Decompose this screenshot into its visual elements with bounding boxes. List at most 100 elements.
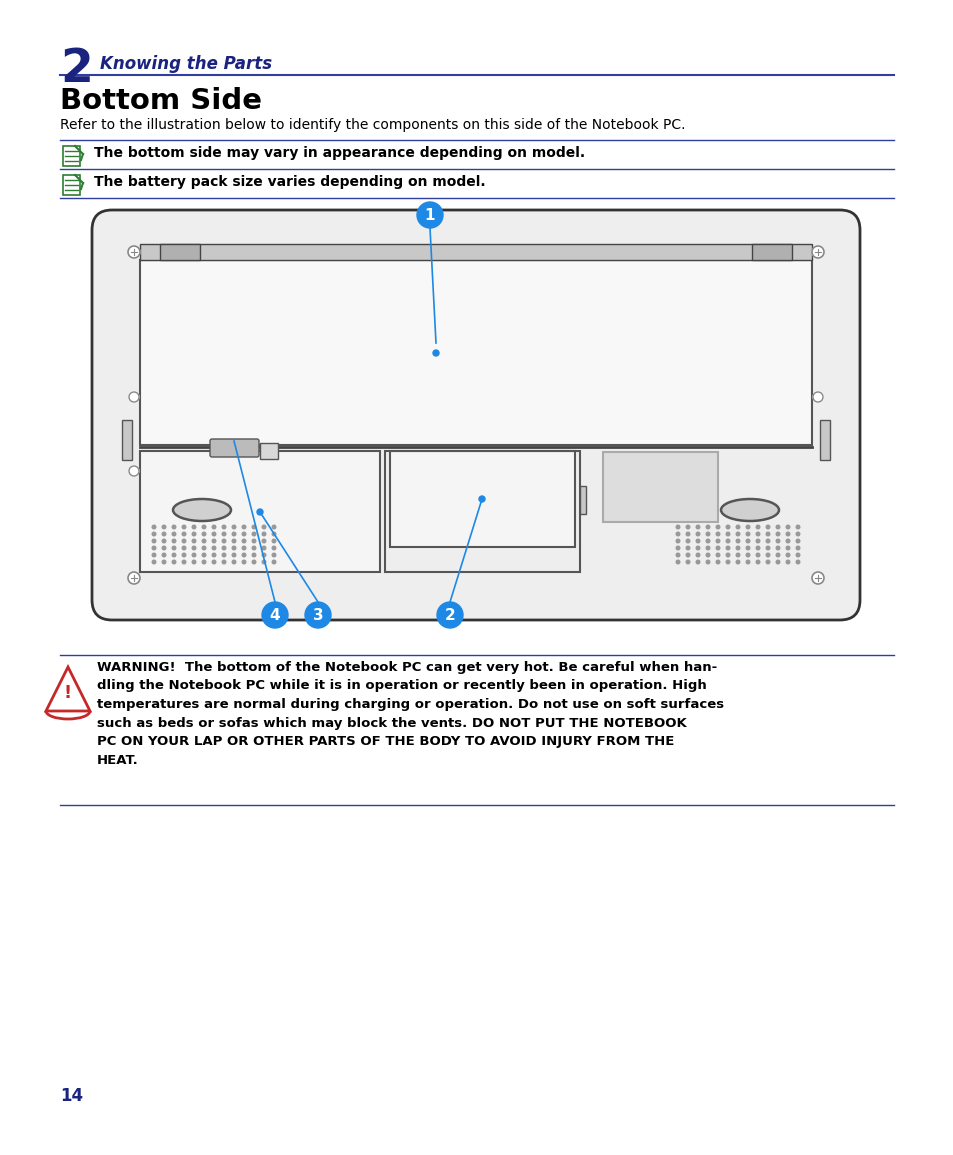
Circle shape bbox=[162, 532, 166, 536]
Circle shape bbox=[716, 532, 720, 536]
Circle shape bbox=[785, 539, 789, 543]
Circle shape bbox=[242, 526, 246, 529]
Circle shape bbox=[262, 539, 266, 543]
Circle shape bbox=[272, 539, 275, 543]
Circle shape bbox=[182, 546, 186, 550]
Circle shape bbox=[745, 539, 749, 543]
Circle shape bbox=[696, 526, 700, 529]
Circle shape bbox=[202, 526, 206, 529]
Circle shape bbox=[192, 539, 195, 543]
Circle shape bbox=[716, 553, 720, 557]
FancyBboxPatch shape bbox=[751, 244, 791, 260]
FancyBboxPatch shape bbox=[602, 452, 718, 522]
Circle shape bbox=[262, 553, 266, 557]
Circle shape bbox=[756, 532, 759, 536]
Circle shape bbox=[812, 392, 822, 402]
Circle shape bbox=[765, 532, 769, 536]
Text: 2: 2 bbox=[444, 608, 455, 623]
Circle shape bbox=[272, 546, 275, 550]
Text: !: ! bbox=[64, 684, 72, 702]
Circle shape bbox=[478, 495, 484, 502]
Circle shape bbox=[232, 539, 235, 543]
Circle shape bbox=[162, 526, 166, 529]
Circle shape bbox=[785, 526, 789, 529]
Circle shape bbox=[252, 560, 255, 564]
Circle shape bbox=[676, 539, 679, 543]
FancyBboxPatch shape bbox=[160, 244, 200, 260]
Circle shape bbox=[736, 539, 739, 543]
FancyBboxPatch shape bbox=[140, 450, 379, 572]
Circle shape bbox=[262, 546, 266, 550]
Circle shape bbox=[152, 553, 155, 557]
Circle shape bbox=[172, 526, 175, 529]
Circle shape bbox=[676, 553, 679, 557]
Circle shape bbox=[696, 553, 700, 557]
Circle shape bbox=[242, 546, 246, 550]
Circle shape bbox=[685, 539, 689, 543]
Circle shape bbox=[736, 553, 739, 557]
Circle shape bbox=[696, 532, 700, 536]
Circle shape bbox=[232, 553, 235, 557]
Circle shape bbox=[676, 546, 679, 550]
Circle shape bbox=[796, 553, 799, 557]
Circle shape bbox=[182, 553, 186, 557]
FancyBboxPatch shape bbox=[63, 176, 80, 195]
Ellipse shape bbox=[720, 499, 779, 521]
Circle shape bbox=[128, 246, 140, 258]
Circle shape bbox=[685, 560, 689, 564]
Circle shape bbox=[685, 546, 689, 550]
Circle shape bbox=[745, 532, 749, 536]
Circle shape bbox=[796, 539, 799, 543]
Circle shape bbox=[685, 526, 689, 529]
Circle shape bbox=[182, 560, 186, 564]
Text: 1: 1 bbox=[424, 208, 435, 223]
Circle shape bbox=[716, 526, 720, 529]
Text: Knowing the Parts: Knowing the Parts bbox=[100, 55, 272, 73]
Circle shape bbox=[776, 532, 779, 536]
Circle shape bbox=[152, 526, 155, 529]
Circle shape bbox=[212, 546, 215, 550]
Circle shape bbox=[152, 539, 155, 543]
Text: 2: 2 bbox=[60, 47, 92, 92]
Circle shape bbox=[725, 553, 729, 557]
Circle shape bbox=[202, 553, 206, 557]
Circle shape bbox=[212, 532, 215, 536]
Circle shape bbox=[811, 246, 823, 258]
FancyBboxPatch shape bbox=[390, 450, 575, 547]
Circle shape bbox=[676, 532, 679, 536]
Circle shape bbox=[202, 539, 206, 543]
Circle shape bbox=[696, 546, 700, 550]
Circle shape bbox=[252, 546, 255, 550]
Circle shape bbox=[192, 526, 195, 529]
Circle shape bbox=[765, 560, 769, 564]
Circle shape bbox=[796, 560, 799, 564]
Circle shape bbox=[172, 560, 175, 564]
Circle shape bbox=[222, 532, 226, 536]
Circle shape bbox=[262, 532, 266, 536]
Circle shape bbox=[252, 553, 255, 557]
Circle shape bbox=[272, 553, 275, 557]
Circle shape bbox=[756, 526, 759, 529]
Circle shape bbox=[785, 546, 789, 550]
Circle shape bbox=[222, 526, 226, 529]
Circle shape bbox=[705, 532, 709, 536]
Circle shape bbox=[272, 526, 275, 529]
FancyBboxPatch shape bbox=[579, 486, 585, 514]
Circle shape bbox=[736, 546, 739, 550]
Circle shape bbox=[202, 560, 206, 564]
FancyBboxPatch shape bbox=[820, 420, 829, 460]
Circle shape bbox=[262, 602, 288, 628]
FancyBboxPatch shape bbox=[140, 244, 811, 260]
Circle shape bbox=[242, 560, 246, 564]
Circle shape bbox=[725, 539, 729, 543]
Text: The bottom side may vary in appearance depending on model.: The bottom side may vary in appearance d… bbox=[94, 146, 584, 161]
Circle shape bbox=[212, 526, 215, 529]
FancyBboxPatch shape bbox=[63, 146, 80, 166]
Circle shape bbox=[182, 532, 186, 536]
FancyBboxPatch shape bbox=[210, 439, 258, 457]
Circle shape bbox=[416, 202, 442, 228]
Circle shape bbox=[685, 553, 689, 557]
Circle shape bbox=[152, 546, 155, 550]
Circle shape bbox=[152, 532, 155, 536]
Text: Refer to the illustration below to identify the components on this side of the N: Refer to the illustration below to ident… bbox=[60, 118, 685, 132]
